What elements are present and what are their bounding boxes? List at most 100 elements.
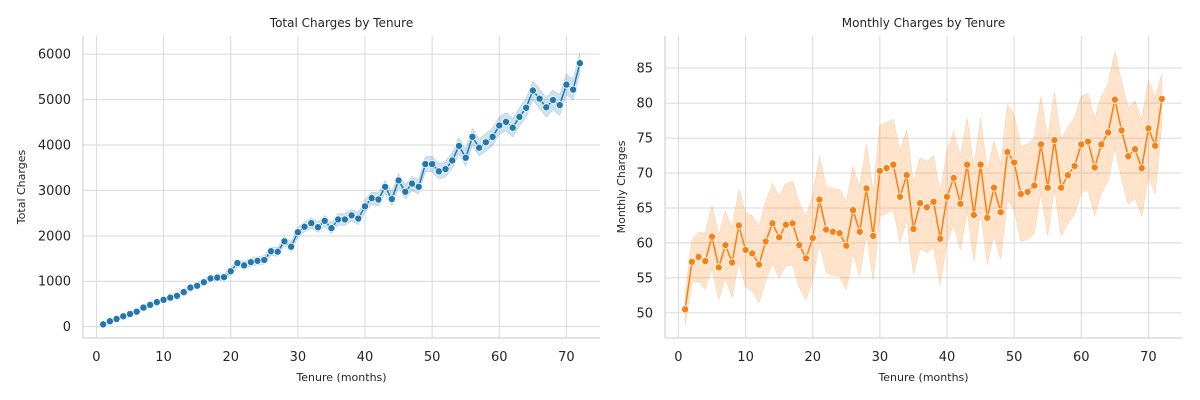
monthly-charges-data-point — [902, 171, 911, 180]
monthly-charges-data-point — [862, 184, 871, 193]
monthly-charges-y-tick-label: 65 — [636, 201, 653, 216]
monthly-charges-markers — [681, 94, 1166, 314]
total-charges-data-point — [287, 242, 296, 251]
monthly-charges-data-point — [1063, 171, 1072, 180]
monthly-charges-data-point — [815, 195, 824, 204]
total-charges-data-point — [508, 123, 517, 132]
total-charges-y-tick-label: 0 — [63, 320, 71, 335]
total-charges-data-point — [266, 247, 275, 256]
monthly-charges-data-point — [848, 206, 857, 215]
total-charges-data-point — [441, 165, 450, 174]
total-charges-data-point — [146, 300, 155, 309]
total-charges-y-tick-label: 6000 — [38, 48, 71, 63]
monthly-charges-data-point — [775, 233, 784, 242]
total-charges-data-point — [99, 320, 108, 329]
monthly-charges-data-point — [1057, 183, 1066, 192]
total-charges-y-tick-label: 2000 — [38, 229, 71, 244]
total-charges-data-point — [334, 215, 343, 224]
monthly-charges-x-tick-label: 10 — [737, 350, 754, 365]
total-charges-data-point — [347, 211, 356, 220]
total-charges-data-point — [360, 202, 369, 211]
monthly-charges-x-tick-label: 20 — [804, 350, 821, 365]
monthly-charges-data-point — [1070, 162, 1079, 171]
total-charges-data-point — [293, 228, 302, 237]
total-charges-data-point — [327, 224, 336, 233]
monthly-charges-data-point — [889, 160, 898, 169]
total-charges-data-point — [569, 85, 578, 94]
total-charges-data-point — [381, 182, 390, 191]
total-charges-data-point — [112, 314, 121, 323]
total-charges-data-point — [528, 86, 537, 95]
monthly-charges-confidence-band — [684, 51, 1163, 326]
monthly-charges-x-tick-label: 60 — [1073, 350, 1090, 365]
monthly-charges-data-point — [895, 192, 904, 201]
monthly-charges-data-point — [989, 183, 998, 192]
total-charges-data-point — [139, 303, 148, 312]
total-charges-y-axis-label: Total Charges — [15, 150, 28, 226]
monthly-charges-data-point — [741, 245, 750, 254]
monthly-charges-data-point — [1083, 137, 1092, 146]
total-charges-data-point — [246, 258, 255, 267]
monthly-charges-data-point — [1050, 136, 1059, 145]
total-charges-data-point — [354, 214, 363, 223]
total-charges-data-point — [219, 273, 228, 282]
monthly-charges-data-point — [734, 221, 743, 230]
total-charges-x-axis-label: Tenure (months) — [295, 371, 386, 384]
monthly-charges-data-point — [681, 305, 690, 314]
monthly-charges-data-point — [1130, 145, 1139, 154]
monthly-charges-data-point — [1090, 163, 1099, 172]
total-charges-markers — [99, 59, 584, 329]
total-charges-data-point — [159, 295, 168, 304]
total-charges-data-point — [542, 103, 551, 112]
monthly-charges-x-tick-label: 70 — [1140, 350, 1157, 365]
monthly-charges-y-tick-label: 55 — [636, 271, 653, 286]
monthly-charges-y-tick-label: 70 — [636, 167, 653, 182]
monthly-charges-x-ticks: 0 10 20 30 40 50 60 70 — [674, 350, 1156, 365]
total-charges-data-point — [152, 298, 161, 307]
monthly-charges-data-point — [1151, 141, 1160, 150]
monthly-charges-data-point — [1117, 126, 1126, 135]
total-charges-data-point — [488, 132, 497, 141]
total-charges-data-point — [468, 132, 477, 141]
monthly-charges-data-point — [801, 254, 810, 263]
monthly-charges-data-point — [996, 208, 1005, 217]
total-charges-title: Total Charges by Tenure — [269, 16, 413, 30]
total-charges-series-line — [102, 63, 581, 326]
monthly-charges-data-point — [1030, 181, 1039, 190]
total-charges-data-point — [173, 291, 182, 300]
total-charges-data-point — [401, 187, 410, 196]
monthly-charges-data-point — [822, 225, 831, 234]
monthly-charges-gridlines — [665, 36, 1182, 338]
monthly-charges-data-point — [1077, 140, 1086, 149]
total-charges-data-point — [300, 222, 309, 231]
total-charges-data-point — [206, 274, 215, 283]
monthly-charges-data-point — [714, 263, 723, 272]
monthly-charges-data-point — [761, 237, 770, 246]
total-charges-data-point — [428, 160, 437, 169]
total-charges-data-point — [260, 255, 269, 264]
monthly-charges-x-axis-label: Tenure (months) — [877, 371, 968, 384]
monthly-charges-data-point — [728, 258, 737, 267]
total-charges-y-ticks: 0 1000 2000 3000 4000 5000 6000 — [38, 48, 71, 335]
total-charges-x-tick-label: 60 — [491, 350, 508, 365]
monthly-charges-data-point — [1036, 140, 1045, 149]
monthly-charges-x-tick-label: 40 — [939, 350, 956, 365]
monthly-charges-data-point — [755, 260, 764, 269]
monthly-charges-data-point — [1110, 95, 1119, 104]
monthly-charges-data-point — [1023, 187, 1032, 196]
total-charges-data-point — [280, 237, 289, 246]
monthly-charges-data-point — [956, 199, 965, 208]
monthly-charges-data-point — [1097, 140, 1106, 149]
total-charges-y-tick-label: 5000 — [38, 93, 71, 108]
total-charges-data-point — [307, 219, 316, 228]
monthly-charges-data-point — [708, 232, 717, 241]
total-charges-data-point — [199, 278, 208, 287]
monthly-charges-data-point — [1003, 148, 1012, 157]
monthly-charges-y-axis-label: Monthly Charges — [615, 140, 628, 233]
total-charges-data-point — [240, 261, 249, 270]
monthly-charges-y-ticks: 50 55 60 65 70 75 80 85 — [636, 62, 653, 322]
monthly-charges-y-tick-label: 50 — [636, 306, 653, 321]
monthly-charges-data-point — [808, 234, 817, 243]
total-charges-data-point — [313, 223, 322, 232]
